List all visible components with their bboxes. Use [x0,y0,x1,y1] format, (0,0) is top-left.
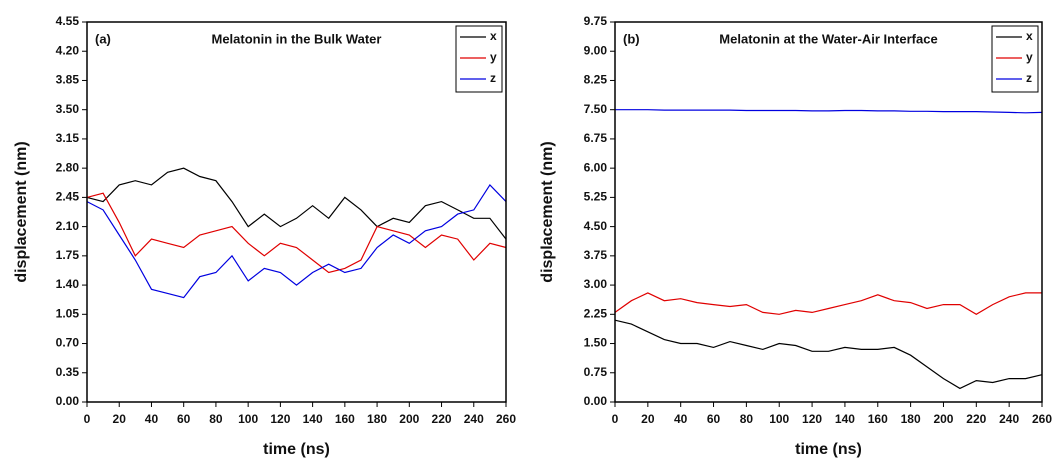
y-tick-label: 1.75 [56,248,80,262]
y-tick-label: 2.80 [56,160,80,174]
y-tick-label: 6.75 [584,131,608,145]
panel-label: (a) [95,31,111,46]
legend-label: z [490,71,496,85]
legend-label: x [490,29,497,43]
x-axis-title: time (ns) [263,441,330,458]
chart-title: Melatonin at the Water-Air Interface [719,31,937,46]
y-tick-label: 9.00 [584,43,608,57]
chart-title: Melatonin in the Bulk Water [212,31,382,46]
y-tick-label: 6.00 [584,160,608,174]
data-line [86,192,507,274]
y-tick-label: 3.75 [584,248,608,262]
y-tick-label: 2.45 [56,190,80,204]
legend-label: z [1026,71,1032,85]
y-tick-label: 0.00 [56,394,80,408]
y-tick-label: 7.50 [584,102,608,116]
x-tick-label: 140 [835,412,855,426]
y-tick-label: 4.20 [56,43,80,57]
x-tick-label: 20 [113,412,127,426]
legend-label: x [1026,29,1033,43]
plot-frame [614,21,1043,403]
y-tick-label: 8.25 [584,73,608,87]
x-tick-label: 180 [901,412,921,426]
x-tick-label: 120 [802,412,822,426]
x-tick-label: 0 [612,412,619,426]
y-tick-label: 2.25 [584,306,608,320]
data-line [614,292,1042,315]
x-tick-label: 240 [999,412,1019,426]
x-tick-label: 160 [335,412,355,426]
y-tick-label: 0.70 [56,336,80,350]
x-tick-label: 100 [769,412,789,426]
y-tick-label: 3.15 [56,131,80,145]
panel-label: (b) [623,31,640,46]
y-tick-label: 4.55 [56,14,80,28]
data-line [614,319,1043,390]
x-tick-label: 80 [740,412,754,426]
x-tick-label: 200 [399,412,419,426]
y-axis-title: displacement (nm) [539,141,556,282]
x-axis-title: time (ns) [795,441,862,458]
x-tick-label: 260 [496,412,516,426]
y-tick-label: 4.50 [584,219,608,233]
legend-label: y [1026,50,1033,64]
x-tick-label: 240 [464,412,484,426]
y-tick-label: 1.05 [56,306,80,320]
y-tick-label: 5.25 [584,190,608,204]
data-line [86,183,507,299]
x-tick-label: 160 [868,412,888,426]
y-tick-label: 2.10 [56,219,80,233]
x-tick-label: 60 [177,412,191,426]
y-tick-label: 9.75 [584,14,608,28]
x-tick-label: 220 [966,412,986,426]
y-tick-label: 1.40 [56,277,80,291]
x-tick-label: 200 [933,412,953,426]
y-tick-label: 3.85 [56,73,80,87]
x-tick-label: 100 [238,412,258,426]
data-line [86,167,507,240]
y-tick-label: 1.50 [584,336,608,350]
x-tick-label: 140 [303,412,323,426]
x-tick-label: 40 [145,412,159,426]
x-tick-label: 180 [367,412,387,426]
y-tick-label: 0.35 [56,365,80,379]
x-tick-label: 120 [270,412,290,426]
x-tick-label: 40 [674,412,688,426]
data-line [615,109,1043,114]
x-tick-label: 80 [209,412,223,426]
plot-frame [86,21,507,403]
x-tick-label: 260 [1032,412,1052,426]
y-tick-label: 3.50 [56,102,80,116]
x-tick-label: 60 [707,412,721,426]
legend-label: y [490,50,497,64]
y-axis-title: displacement (nm) [13,141,30,282]
y-tick-label: 3.00 [584,277,608,291]
y-tick-label: 0.00 [584,394,608,408]
x-tick-label: 20 [641,412,655,426]
x-tick-label: 0 [84,412,91,426]
y-tick-label: 0.75 [584,365,608,379]
x-tick-label: 220 [432,412,452,426]
